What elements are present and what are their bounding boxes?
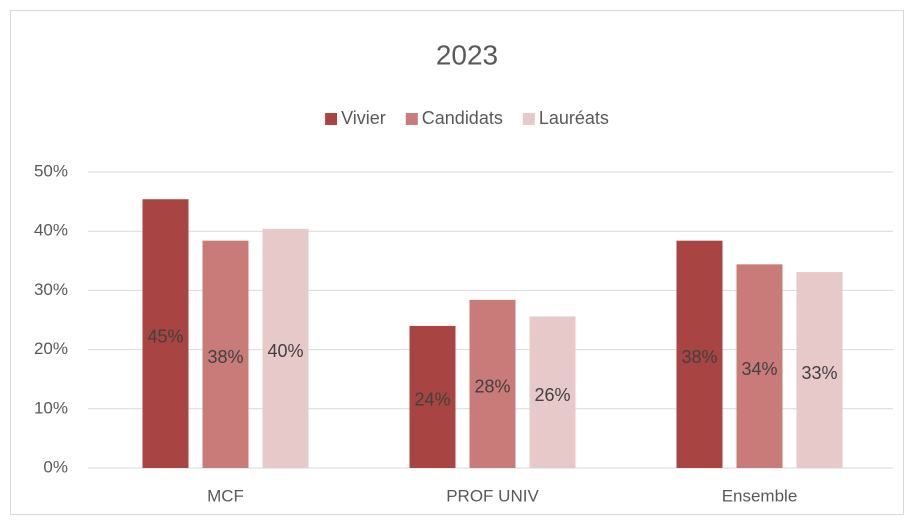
data-label: 45%	[147, 326, 183, 346]
y-tick-label: 20%	[34, 339, 68, 358]
y-tick-label: 30%	[34, 280, 68, 299]
bar	[676, 240, 723, 468]
data-label: 34%	[741, 359, 777, 379]
legend-label: Vivier	[341, 108, 386, 128]
data-label: 38%	[681, 347, 717, 367]
legend-swatch	[522, 113, 535, 125]
data-label: 33%	[801, 363, 837, 383]
x-tick-label: PROF UNIV	[446, 486, 539, 505]
x-tick-label: Ensemble	[722, 486, 798, 505]
legend-label: Lauréats	[539, 108, 609, 128]
bar	[736, 264, 783, 468]
data-label: 40%	[267, 341, 303, 361]
data-label: 24%	[414, 390, 450, 410]
bar	[142, 199, 189, 468]
bar	[409, 325, 456, 468]
x-tick-label: MCF	[207, 486, 244, 505]
bar	[796, 272, 843, 468]
y-tick-label: 40%	[34, 221, 68, 240]
bar	[529, 316, 576, 468]
legend-swatch	[325, 113, 338, 125]
y-tick-label: 0%	[43, 457, 68, 476]
data-label: 26%	[534, 385, 570, 405]
data-label: 38%	[207, 347, 243, 367]
bar	[262, 228, 309, 468]
y-tick-label: 10%	[34, 398, 68, 417]
legend-label: Candidats	[422, 108, 503, 128]
legend-swatch	[405, 113, 418, 125]
chart-title: 2023	[436, 39, 498, 70]
data-label: 28%	[474, 377, 510, 397]
bar	[469, 299, 516, 468]
bar	[202, 240, 249, 468]
y-tick-label: 50%	[34, 161, 68, 180]
